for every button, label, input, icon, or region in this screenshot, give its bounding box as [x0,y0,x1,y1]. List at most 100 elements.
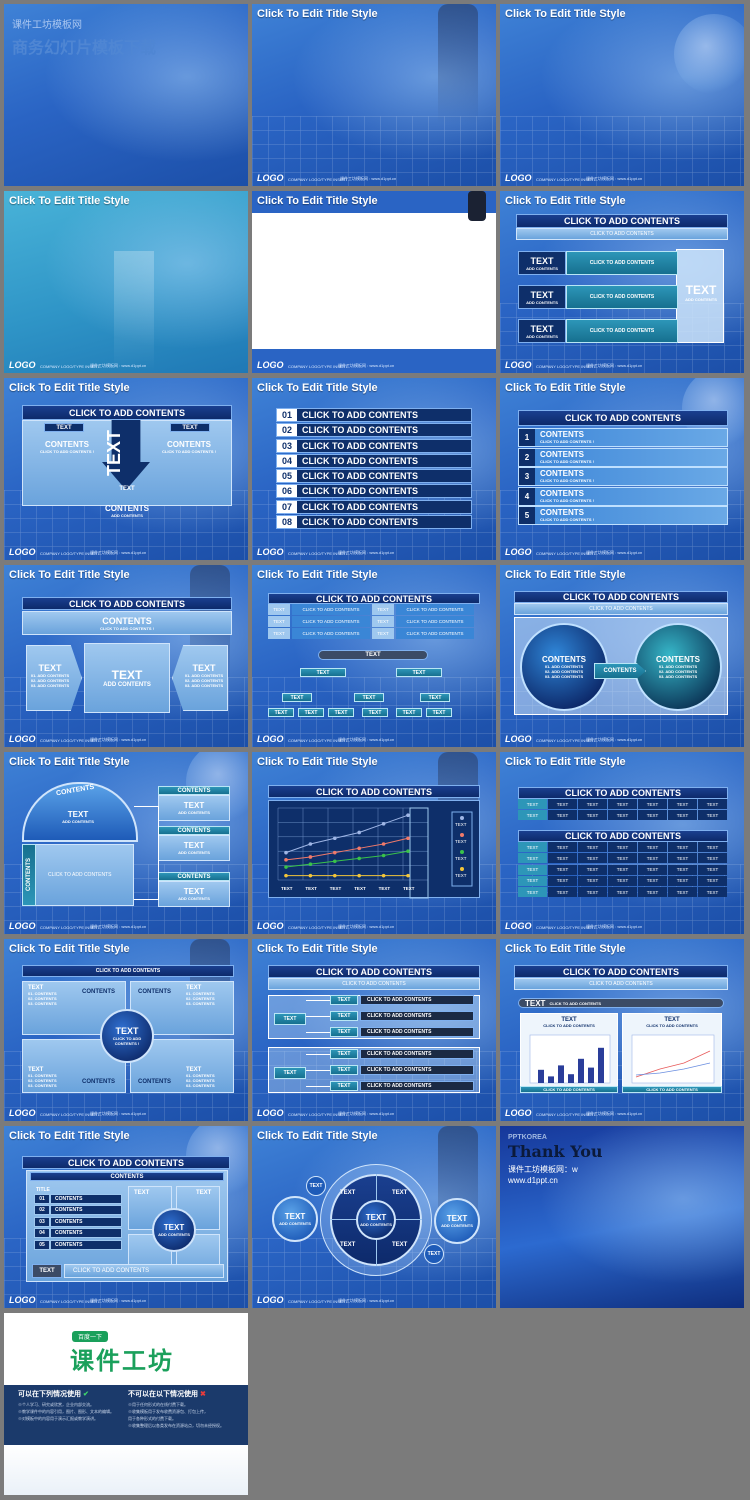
slide-12[interactable]: Click To Edit Title Style CLICK TO ADD C… [500,565,744,747]
title-row[interactable]: 01 CONTENTS [34,1194,122,1204]
row1-text[interactable]: TEXT ADD CONTENTS [518,251,566,275]
branch-label[interactable]: CLICK TO ADD CONTENTS [360,1049,474,1059]
slide-15[interactable]: Click To Edit Title Style CLICK TO ADD C… [500,752,744,934]
table-cell[interactable]: TEXT [608,875,637,886]
right-arrow-box[interactable] [172,645,228,711]
table-cell[interactable]: TEXT [548,810,577,821]
table-cell[interactable]: TEXT [638,799,667,809]
subheader[interactable]: CLICK TO ADD CONTENTS [514,978,728,990]
center-arrow[interactable]: CONTENTS [594,663,646,679]
box2-header[interactable]: CONTENTS [158,826,230,835]
org-node[interactable]: TEXT [300,668,346,677]
table-cell[interactable]: CLICK TO ADD CONTENTS [292,616,370,627]
table-cell[interactable]: TEXT [518,887,547,898]
list-row[interactable]: 05 CLICK TO ADD CONTENTS [276,469,472,484]
slide-16[interactable]: Click To Edit Title Style CLICK TO ADD C… [4,939,248,1121]
quad-br[interactable] [130,1039,234,1093]
top-small-circle[interactable]: TEXT [306,1176,326,1196]
slide-07[interactable]: Click To Edit Title Style CLICK TO ADD C… [4,378,248,560]
row2-text[interactable]: TEXT ADD CONTENTS [518,285,566,309]
chart-title-bar[interactable]: TEXT CLICK TO ADD CONTENTS [518,998,724,1008]
slide-17[interactable]: Click To Edit Title Style CLICK TO ADD C… [252,939,496,1121]
table-cell[interactable]: TEXT [608,799,637,809]
table-cell[interactable]: TEXT [578,864,607,875]
row3-arrow[interactable]: CLICK TO ADD CONTENTS [566,319,678,343]
table-cell[interactable]: TEXT [638,864,667,875]
org-node[interactable]: TEXT [268,708,294,717]
table-cell[interactable]: TEXT [578,799,607,809]
table-cell[interactable]: TEXT [698,875,727,886]
card2-caption[interactable]: CLICK TO ADD CONTENTS [622,1086,722,1093]
slide-09[interactable]: Click To Edit Title Style CLICK TO ADD C… [500,378,744,560]
slide-19[interactable]: Click To Edit Title Style CLICK TO ADD C… [4,1126,248,1308]
header-bar[interactable]: CLICK TO ADD CONTENTS [514,965,728,978]
table-cell[interactable]: CLICK TO ADD CONTENTS [396,616,474,627]
table-cell[interactable]: TEXT [698,810,727,821]
branch-label[interactable]: CLICK TO ADD CONTENTS [360,995,474,1005]
contents-subheader[interactable]: CONTENTS [30,1172,224,1181]
side-contents-tab[interactable]: CONTENTS [22,844,36,906]
bottom-block[interactable]: TEXT [22,486,232,492]
list-row[interactable]: 04 CLICK TO ADD CONTENTS [276,453,472,468]
header-bar[interactable]: CLICK TO ADD CONTENTS [22,965,234,977]
table-cell[interactable]: TEXT [668,875,697,886]
table-cell[interactable]: TEXT [372,628,394,639]
box2[interactable]: TEXT ADD CONTENTS [158,835,230,861]
branch-label[interactable]: CLICK TO ADD CONTENTS [360,1081,474,1091]
table2-header[interactable]: CLICK TO ADD CONTENTS [518,830,728,842]
branch-text[interactable]: TEXT [330,1027,358,1037]
table-cell[interactable]: TEXT [698,864,727,875]
slide-18[interactable]: Click To Edit Title Style CLICK TO ADD C… [500,939,744,1121]
right-text[interactable]: TEXT ADD CONTENTS [678,283,724,302]
box3[interactable]: TEXT ADD CONTENTS [158,881,230,907]
table-cell[interactable]: TEXT [638,853,667,864]
slide-08[interactable]: Click To Edit Title Style 01 CLICK TO ADD… [252,378,496,560]
table-cell[interactable]: TEXT [548,875,577,886]
row3-text[interactable]: TEXT ADD CONTENTS [518,319,566,343]
header-bar[interactable]: CLICK TO ADD CONTENTS [516,214,728,228]
left-text-tag[interactable]: TEXT [44,423,84,432]
footer-text-bar[interactable]: CLICK TO ADD CONTENTS [64,1264,224,1278]
slide-05[interactable]: Click To Edit Title Style LOGO COMPANY L… [252,191,496,373]
slide-thank-you[interactable]: PPTKOREA Thank You 课件工坊模板网：w www.d1ppt.c… [500,1126,744,1308]
header-bar[interactable]: CLICK TO ADD CONTENTS [514,591,728,603]
org-node[interactable]: TEXT [328,708,354,717]
table-cell[interactable]: TEXT [548,799,577,809]
header-bar[interactable]: CLICK TO ADD CONTENTS [518,410,728,426]
table-cell[interactable]: TEXT [668,799,697,809]
table-cell[interactable]: TEXT [668,810,697,821]
center-circle[interactable]: TEXT CLICK TO ADD CONTENTS ! [100,1009,154,1063]
box3-header[interactable]: CONTENTS [158,872,230,881]
table-cell[interactable]: TEXT [668,864,697,875]
list-item[interactable]: 2 CONTENTS CLICK TO ADD CONTENTS ! [518,447,728,467]
table-cell[interactable]: TEXT [578,853,607,864]
bottom-contents[interactable]: CONTENTS ADD CONTENTS [22,504,232,518]
slide-14[interactable]: Click To Edit Title Style CLICK TO ADD C… [252,752,496,934]
org-node[interactable]: TEXT [298,708,324,717]
org-node[interactable]: TEXT [420,693,450,702]
org-root[interactable]: TEXT [318,650,428,660]
list-item[interactable]: 3 CONTENTS CLICK TO ADD CONTENTS ! [518,467,728,486]
bottom-small-circle[interactable]: TEXT [424,1244,444,1264]
subheader[interactable]: CLICK TO ADD CONTENTS [514,603,728,615]
table-cell[interactable]: TEXT [518,853,547,864]
header-bar[interactable]: CLICK TO ADD CONTENTS [22,597,232,610]
table-cell[interactable]: TEXT [668,887,697,898]
table-cell[interactable]: TEXT [548,864,577,875]
table-cell[interactable]: CLICK TO ADD CONTENTS [292,628,370,639]
slide-11[interactable]: Click To Edit Title Style CLICK TO ADD C… [252,565,496,747]
slide-03[interactable]: Click To Edit Title Style LOGO COMPANY L… [500,4,744,186]
title-row[interactable]: 05 CONTENTS [34,1239,122,1250]
table-cell[interactable]: TEXT [698,887,727,898]
slide-cover[interactable]: 课件工坊模板网 商务幻灯片模板下载 [4,4,248,186]
table-cell[interactable]: CLICK TO ADD CONTENTS [396,628,474,639]
box1-header[interactable]: CONTENTS [158,786,230,795]
org-node[interactable]: TEXT [396,668,442,677]
table-cell[interactable]: TEXT [518,799,547,809]
right-text-tag[interactable]: TEXT [170,423,210,432]
header-bar[interactable]: CLICK TO ADD CONTENTS [22,1156,230,1169]
table-cell[interactable]: TEXT [698,799,727,809]
table-cell[interactable]: TEXT [638,842,667,852]
contents-bar[interactable]: CONTENTS CLICK TO ADD CONTENTS ! [22,611,232,635]
table-cell[interactable]: TEXT [548,853,577,864]
